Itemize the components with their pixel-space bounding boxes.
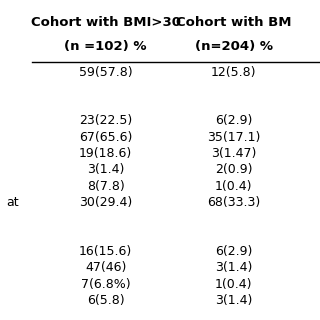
Text: 30(29.4): 30(29.4) — [79, 196, 132, 209]
Text: 12(5.8): 12(5.8) — [211, 66, 256, 78]
Text: 59(57.8): 59(57.8) — [79, 66, 132, 78]
Text: Cohort with BM: Cohort with BM — [176, 16, 291, 29]
Text: (n=204) %: (n=204) % — [195, 40, 273, 53]
Text: (n =102) %: (n =102) % — [64, 40, 147, 53]
Text: 35(17.1): 35(17.1) — [207, 131, 260, 144]
Text: 3(1.4): 3(1.4) — [215, 294, 252, 307]
Text: Cohort with BMI>30: Cohort with BMI>30 — [31, 16, 180, 29]
Text: 68(33.3): 68(33.3) — [207, 196, 260, 209]
Text: 6(2.9): 6(2.9) — [215, 115, 252, 127]
Text: 6(2.9): 6(2.9) — [215, 245, 252, 258]
Text: 1(0.4): 1(0.4) — [215, 278, 252, 291]
Text: at: at — [6, 196, 19, 209]
Text: 67(65.6): 67(65.6) — [79, 131, 132, 144]
Text: 3(1.4): 3(1.4) — [215, 261, 252, 274]
Text: 47(46): 47(46) — [85, 261, 126, 274]
Text: 19(18.6): 19(18.6) — [79, 147, 132, 160]
Text: 8(7.8): 8(7.8) — [87, 180, 124, 193]
Text: 6(5.8): 6(5.8) — [87, 294, 124, 307]
Text: 3(1.47): 3(1.47) — [211, 147, 256, 160]
Text: 7(6.8%): 7(6.8%) — [81, 278, 131, 291]
Text: 23(22.5): 23(22.5) — [79, 115, 132, 127]
Text: 1(0.4): 1(0.4) — [215, 180, 252, 193]
Text: 2(0.9): 2(0.9) — [215, 164, 252, 176]
Text: 16(15.6): 16(15.6) — [79, 245, 132, 258]
Text: 3(1.4): 3(1.4) — [87, 164, 124, 176]
